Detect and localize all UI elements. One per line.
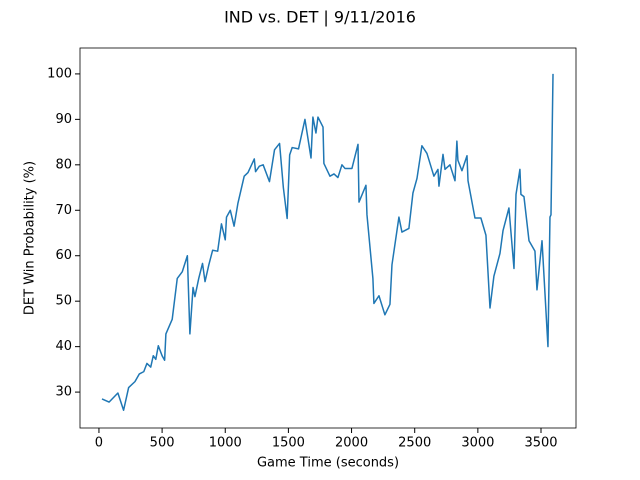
y-tick-label: 80	[55, 157, 72, 172]
y-tick-label: 100	[47, 66, 72, 81]
y-tick-label: 30	[55, 385, 72, 400]
y-tick-label: 40	[55, 339, 72, 354]
x-tick-label: 1500	[272, 436, 305, 451]
x-tick-label: 1000	[209, 436, 242, 451]
x-tick-label: 0	[95, 436, 103, 451]
y-axis-label: DET Win Probability (%)	[23, 161, 38, 315]
y-tick-label: 90	[55, 112, 72, 127]
x-tick-label: 3500	[524, 436, 557, 451]
y-tick-label: 50	[55, 294, 72, 309]
y-tick-label: 60	[55, 248, 72, 263]
x-tick-label: 2500	[398, 436, 431, 451]
x-axis-label: Game Time (seconds)	[257, 456, 399, 471]
data-line	[101, 73, 554, 412]
plot-frame	[79, 47, 577, 429]
x-tick-label: 500	[150, 436, 175, 451]
chart-title: IND vs. DET | 9/11/2016	[224, 8, 416, 27]
y-tick-label: 70	[55, 203, 72, 218]
x-tick-label: 2000	[335, 436, 368, 451]
x-tick-label: 3000	[461, 436, 494, 451]
